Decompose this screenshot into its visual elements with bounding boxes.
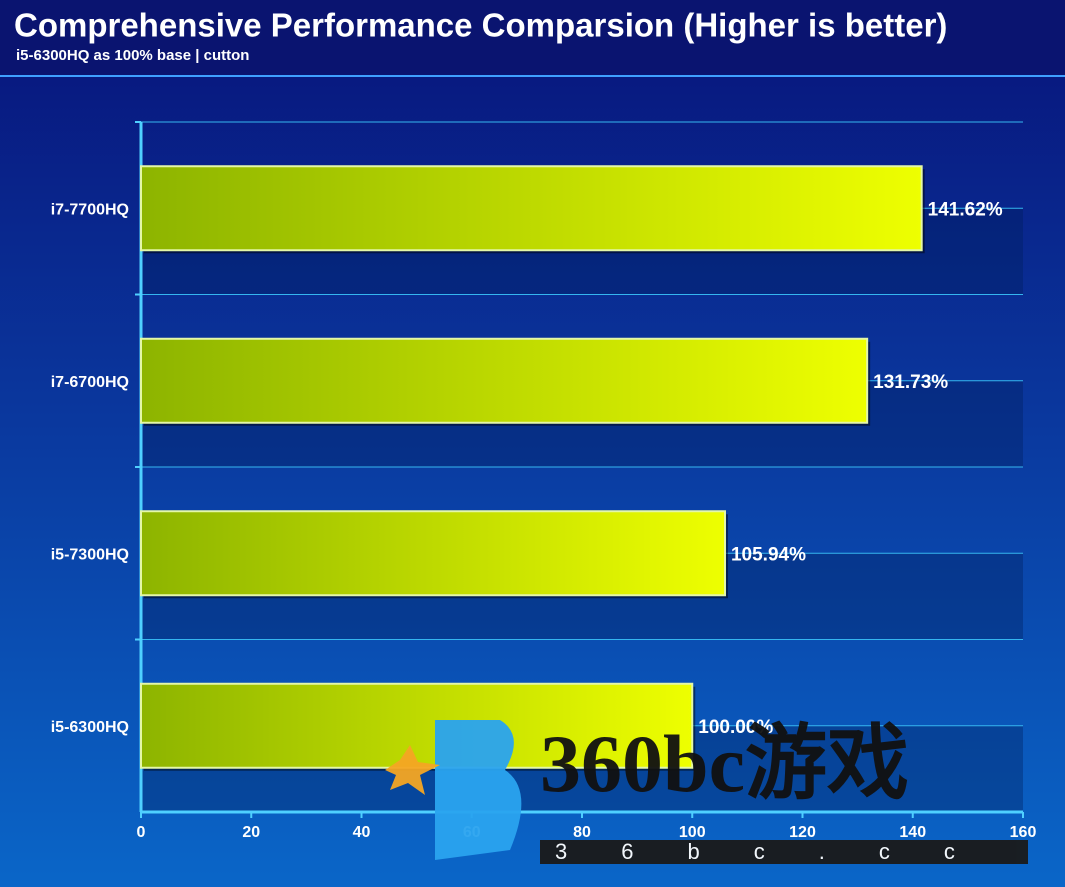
bar xyxy=(140,510,726,597)
y-tick-label: i7-6700HQ xyxy=(51,374,129,391)
bar xyxy=(140,337,869,424)
x-tick-label: 0 xyxy=(137,824,146,841)
chart-title: Comprehensive Performance Comparsion (Hi… xyxy=(14,7,947,44)
chart-subtitle: i5-6300HQ as 100% base | cutton xyxy=(16,47,249,64)
watermark-url: 36bc.cc xyxy=(555,839,1009,864)
watermark: 360bc游戏 36bc.cc xyxy=(385,718,1028,864)
bar xyxy=(140,165,923,252)
value-label: 105.94% xyxy=(731,544,806,565)
watermark-text: 360bc游戏 xyxy=(540,718,909,809)
value-label: 141.62% xyxy=(928,199,1003,220)
x-tick-label: 80 xyxy=(573,824,591,841)
x-tick-label: 160 xyxy=(1010,824,1037,841)
x-tick-label: 40 xyxy=(353,824,371,841)
value-label: 131.73% xyxy=(873,372,948,393)
watermark-strip xyxy=(540,840,1028,864)
x-tick-label: 20 xyxy=(242,824,260,841)
watermark-star xyxy=(385,745,440,795)
x-tick-label: 120 xyxy=(789,824,816,841)
watermark-logo xyxy=(435,720,522,860)
x-tick-label: 100 xyxy=(679,824,706,841)
title-bar xyxy=(0,0,1065,75)
x-tick-label: 140 xyxy=(899,824,926,841)
bar xyxy=(140,682,694,769)
y-tick-label: i5-6300HQ xyxy=(51,719,129,736)
y-tick-label: i7-7700HQ xyxy=(51,201,129,218)
value-label: 100.00% xyxy=(698,717,773,738)
y-tick-label: i5-7300HQ xyxy=(51,546,129,563)
